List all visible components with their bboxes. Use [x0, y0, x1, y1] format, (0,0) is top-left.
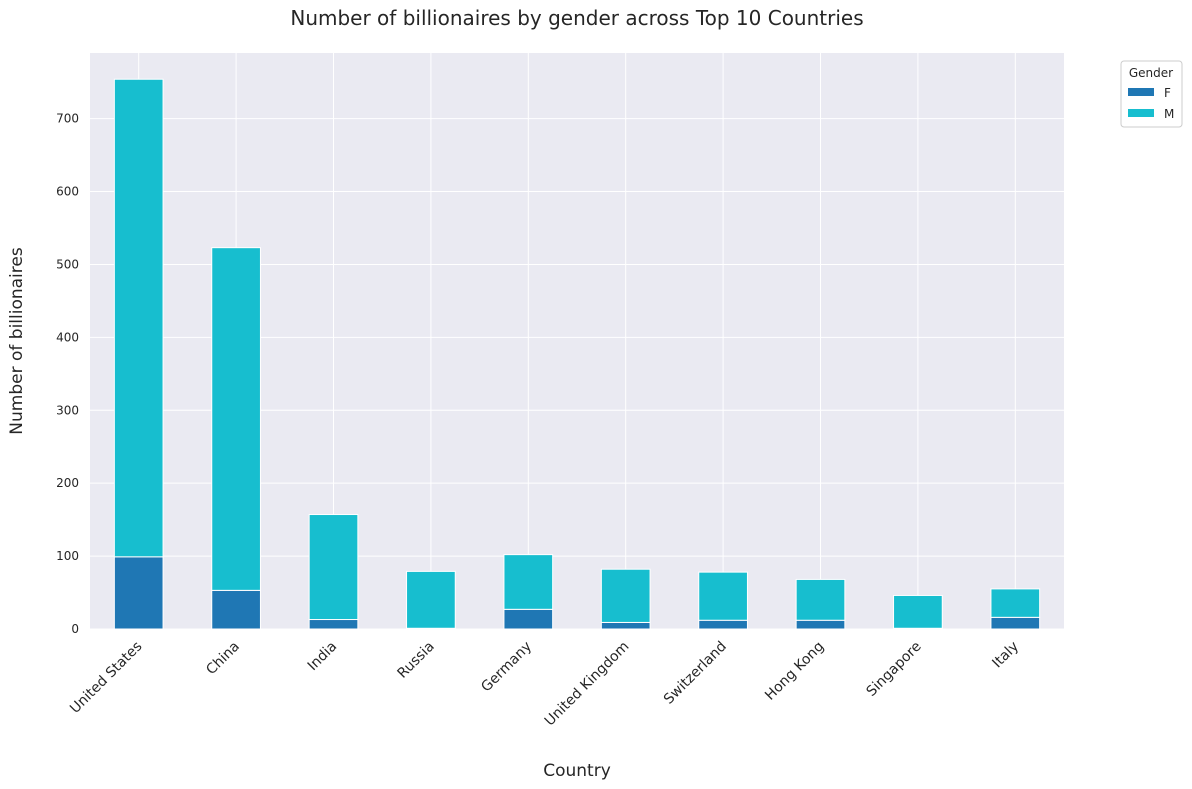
y-axis-label: Number of billionaires: [7, 247, 27, 435]
chart-title: Number of billionaires by gender across …: [290, 6, 863, 30]
x-tick-label: United States: [67, 639, 145, 717]
bars: [113, 78, 1041, 630]
bar-m-germany: [503, 554, 554, 610]
bar-m-united-kingdom: [600, 568, 651, 623]
legend-label-m: M: [1164, 107, 1174, 121]
bar-f-italy: [990, 616, 1041, 630]
bar-f-hong-kong: [795, 619, 846, 630]
y-tick-label: 500: [56, 257, 79, 271]
bar-m-china: [211, 247, 261, 591]
bar-m-india: [308, 514, 359, 621]
bar-f-germany: [503, 608, 554, 630]
bar-f-india: [308, 619, 359, 630]
x-axis-label: Country: [543, 761, 611, 781]
y-tick-label: 200: [56, 476, 79, 490]
legend-swatch-m: [1128, 109, 1154, 117]
y-axis-ticks: 0 100 200 300 400 500 600 700: [56, 112, 79, 636]
x-tick-label: Germany: [478, 639, 535, 696]
bar-f-united-kingdom: [600, 621, 651, 630]
x-tick-label: Switzerland: [661, 639, 730, 708]
x-tick-label: Hong Kong: [762, 639, 827, 704]
y-tick-label: 600: [56, 185, 79, 199]
legend: Gender FM: [1120, 60, 1183, 128]
y-tick-label: 400: [56, 330, 79, 344]
bar-f-switzerland: [698, 619, 748, 630]
legend-title: Gender: [1129, 66, 1173, 80]
x-tick-label: China: [203, 639, 243, 679]
legend-swatch-f: [1128, 88, 1154, 96]
bar-m-switzerland: [698, 571, 748, 621]
bar-f-united-states: [113, 556, 164, 630]
y-tick-label: 300: [56, 403, 79, 417]
bar-m-singapore: [893, 594, 943, 629]
bar-m-hong-kong: [795, 578, 846, 621]
legend-label-f: F: [1164, 86, 1171, 100]
bar-f-china: [211, 589, 261, 630]
x-tick-label: India: [305, 639, 341, 675]
x-tick-label: Singapore: [863, 639, 924, 700]
y-tick-label: 100: [56, 549, 79, 563]
x-axis-ticks: United States China India Russia Germany Unit…: [67, 639, 1022, 730]
x-tick-label: United Kingdom: [542, 639, 633, 730]
bar-m-united-states: [113, 78, 164, 558]
bar-m-italy: [990, 588, 1041, 618]
y-tick-label: 700: [56, 112, 79, 126]
bar-m-russia: [406, 570, 456, 629]
x-tick-label: Italy: [989, 639, 1022, 672]
y-tick-label: 0: [71, 622, 79, 636]
x-tick-label: Russia: [395, 639, 438, 682]
